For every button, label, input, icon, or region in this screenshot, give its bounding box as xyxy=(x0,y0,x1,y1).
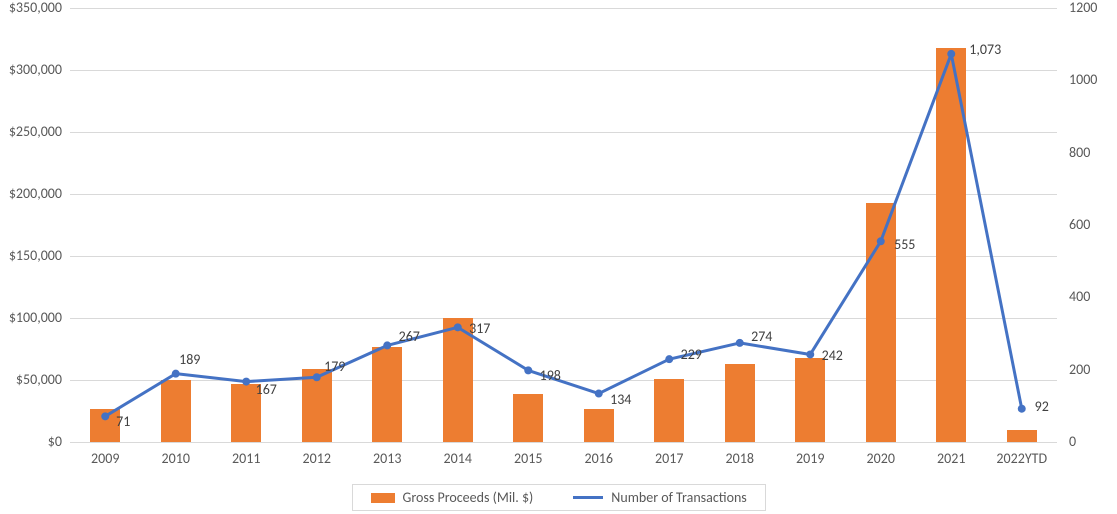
gridline xyxy=(70,380,1057,381)
bar xyxy=(513,394,543,442)
y-left-tick-label: $50,000 xyxy=(16,373,62,387)
line-data-label: 179 xyxy=(324,360,345,374)
y-left-tick-label: $350,000 xyxy=(9,1,62,15)
y-right-tick-label: 400 xyxy=(1069,290,1090,304)
legend-swatch-bar xyxy=(371,493,395,503)
y-right-tick-label: 0 xyxy=(1069,435,1076,449)
plot-area xyxy=(70,8,1057,443)
x-tick-label: 2018 xyxy=(726,450,754,467)
line-marker xyxy=(172,370,180,378)
legend-item: Gross Proceeds (Mil. $) xyxy=(371,489,534,506)
y-right-tick-label: 200 xyxy=(1069,363,1090,377)
x-tick-label: 2011 xyxy=(232,450,260,467)
line-data-label: 317 xyxy=(469,322,490,336)
x-tick-label: 2013 xyxy=(373,450,401,467)
x-tick-label: 2010 xyxy=(162,450,190,467)
y-left-tick-label: $150,000 xyxy=(9,249,62,263)
gridline xyxy=(70,256,1057,257)
combo-chart: $0 $50,000 $100,000 $150,000 $200,000 $250,00… xyxy=(0,0,1117,514)
line-data-label: 198 xyxy=(540,369,561,383)
line-data-label: 555 xyxy=(894,238,915,252)
gridline xyxy=(70,318,1057,319)
line-data-label: 134 xyxy=(610,393,631,407)
line-data-label: 92 xyxy=(1035,400,1049,414)
gridline xyxy=(70,132,1057,133)
bar xyxy=(372,347,402,442)
y-right-tick-label: 1200 xyxy=(1069,1,1097,15)
bar xyxy=(866,203,896,442)
line-series xyxy=(70,8,1057,442)
y-right-tick-label: 1000 xyxy=(1069,73,1097,87)
y-left-tick-label: $300,000 xyxy=(9,63,62,77)
x-tick-label: 2009 xyxy=(91,450,119,467)
x-tick-label: 2020 xyxy=(867,450,895,467)
y-left-tick-label: $200,000 xyxy=(9,187,62,201)
line-marker xyxy=(524,366,532,374)
line-data-label: 242 xyxy=(822,349,843,363)
line-data-label: 71 xyxy=(116,415,130,429)
line-marker xyxy=(736,339,744,347)
bar xyxy=(161,380,191,442)
bar xyxy=(302,369,332,442)
x-tick-label: 2015 xyxy=(514,450,542,467)
line-data-label: 1,073 xyxy=(969,43,1001,57)
x-tick-label: 2019 xyxy=(796,450,824,467)
gridline xyxy=(70,70,1057,71)
gridline xyxy=(70,194,1057,195)
legend-item: Number of Transactions xyxy=(573,489,747,506)
x-tick-label: 2017 xyxy=(655,450,683,467)
y-right-tick-label: 800 xyxy=(1069,146,1090,160)
y-left-tick-label: $100,000 xyxy=(9,311,62,325)
line-marker xyxy=(665,355,673,363)
line-marker xyxy=(595,390,603,398)
x-tick-label: 2016 xyxy=(585,450,613,467)
bar xyxy=(443,318,473,442)
bar xyxy=(654,379,684,442)
bar xyxy=(1007,430,1037,442)
bar xyxy=(936,48,966,442)
x-tick-label: 2021 xyxy=(937,450,965,467)
bar xyxy=(725,364,755,442)
legend-label: Number of Transactions xyxy=(611,489,747,506)
y-left-tick-label: $250,000 xyxy=(9,125,62,139)
x-tick-label: 2012 xyxy=(303,450,331,467)
gridline xyxy=(70,8,1057,9)
legend-label: Gross Proceeds (Mil. $) xyxy=(403,489,534,506)
line-data-label: 167 xyxy=(256,383,277,397)
y-left-tick-label: $0 xyxy=(48,435,62,449)
x-tick-label: 2022YTD xyxy=(996,450,1047,467)
line-data-label: 229 xyxy=(681,348,702,362)
line-data-label: 274 xyxy=(751,330,772,344)
bar xyxy=(795,358,825,442)
bar xyxy=(584,409,614,442)
line-marker xyxy=(1018,405,1026,413)
legend-swatch-line xyxy=(573,496,603,499)
line-data-label: 189 xyxy=(179,353,200,367)
y-right-tick-label: 600 xyxy=(1069,218,1090,232)
legend: Gross Proceeds (Mil. $) Number of Transac… xyxy=(352,484,766,511)
line-data-label: 267 xyxy=(399,330,420,344)
x-tick-label: 2014 xyxy=(444,450,472,467)
